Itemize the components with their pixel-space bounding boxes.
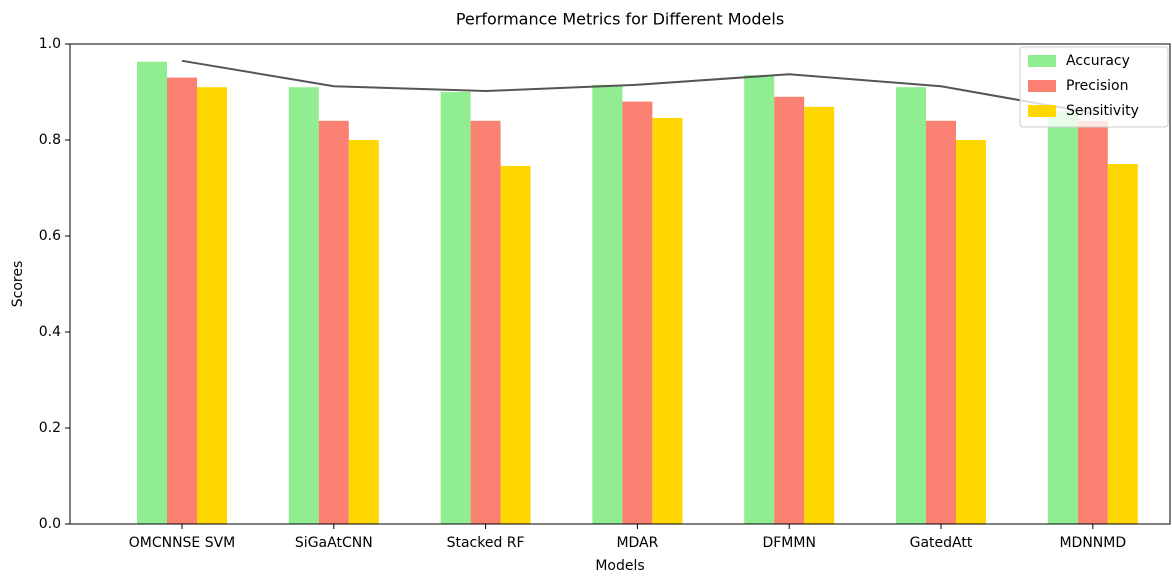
legend-label: Sensitivity [1066,103,1139,119]
bar [744,75,775,524]
bar [1107,164,1138,524]
bar [652,117,683,525]
x-tick-label: DFMMN [762,535,815,551]
legend-label: Accuracy [1066,53,1130,69]
bar [440,92,471,524]
legend-box [1019,46,1169,128]
x-tick-label: GatedAtt [910,535,973,551]
bar [926,120,956,525]
bar [197,87,227,524]
y-tick-label: 0.2 [39,420,61,436]
x-axis-label: Models [595,558,644,574]
x-tick-label: MDNNMD [1059,535,1126,551]
legend-swatch [1028,55,1056,67]
bar [956,140,986,524]
x-tick-label: SiGaAtCNN [295,535,373,551]
bar [470,120,501,525]
x-tick-label: MDAR [616,535,658,551]
bar [500,165,531,525]
chart-title: Performance Metrics for Different Models [456,10,784,29]
bar [592,84,623,525]
bar [896,87,926,524]
x-tick-label: Stacked RF [447,535,525,551]
bar [1047,111,1078,524]
bar [137,61,167,524]
legend-swatch [1028,80,1056,92]
bar [318,120,349,525]
y-tick-label: 0.8 [39,132,61,148]
y-tick-label: 0.4 [39,324,61,340]
legend-label: Precision [1066,78,1128,94]
y-tick-label: 0.0 [39,516,61,532]
bar [1077,120,1108,525]
bar [348,140,379,524]
line [181,59,1093,115]
legend-swatch [1028,105,1056,117]
bar [622,101,653,524]
bar [804,106,835,524]
y-tick-label: 1.0 [39,36,61,52]
y-axis-label: Scores [10,261,26,308]
bar [167,77,197,524]
axes-frame [69,43,1171,525]
bar [288,87,319,524]
y-tick-label: 0.6 [39,228,61,244]
bar [774,96,805,525]
x-tick-label: OMCNNSE SVM [129,535,236,551]
